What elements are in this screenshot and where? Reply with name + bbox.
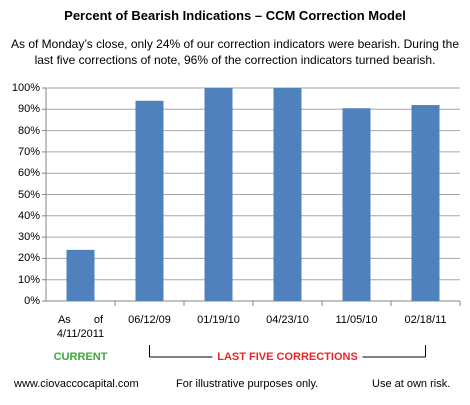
footer-center: For illustrative purposes only. [176, 378, 319, 390]
y-tick-label: 50% [17, 188, 40, 201]
annotation-current: CURRENT [53, 351, 108, 363]
y-tick-label: 10% [17, 273, 40, 286]
x-tick-label: 01/19/10 [197, 314, 240, 326]
y-tick-label: 40% [17, 209, 40, 222]
bar [204, 88, 233, 301]
y-tick-label: 100% [11, 82, 40, 94]
bar [342, 108, 371, 301]
y-tick-label: 60% [17, 167, 40, 180]
chart-title: Percent of Bearish Indications – CCM Cor… [64, 8, 406, 23]
x-tick-label: As of 4/11/2011 [56, 314, 105, 340]
x-tick-label: 11/05/10 [335, 314, 378, 326]
bar [411, 105, 440, 301]
y-tick-label: 90% [17, 103, 40, 116]
y-tick-label: 20% [17, 252, 40, 265]
chart-subtitle: As of Monday’s close, only 24% of our co… [10, 37, 459, 67]
bar [66, 249, 95, 301]
y-tick-label: 80% [17, 124, 40, 137]
bar [135, 100, 164, 301]
footer-right: Use at own risk. [372, 378, 451, 390]
annotation-last-five: LAST FIVE CORRECTIONS [217, 351, 358, 363]
bar [273, 88, 302, 301]
x-tick-label: 06/12/09 [128, 314, 171, 326]
y-tick-label: 70% [17, 145, 40, 158]
y-tick-label: 0% [24, 295, 40, 307]
footer-left: www.ciovaccocapital.com [14, 378, 139, 390]
y-tick-label: 30% [17, 231, 40, 244]
x-tick-label: 02/18/11 [404, 314, 447, 326]
x-tick-label: 04/23/10 [266, 314, 309, 326]
